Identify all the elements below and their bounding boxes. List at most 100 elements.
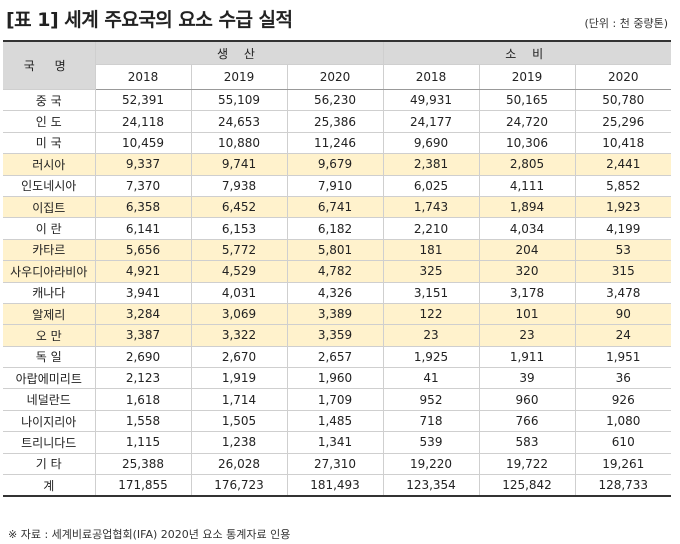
- production-value: 27,310: [286, 453, 384, 476]
- table-row: 나이지리아 1,558 1,505 1,485 718 766 1,080: [3, 410, 671, 433]
- consumption-header: 소 비: [382, 41, 671, 65]
- consumption-value: 1,923: [574, 196, 671, 219]
- consumption-value: 125,842: [478, 474, 576, 497]
- table-row: 알제리 3,284 3,069 3,389 122 101 90: [3, 303, 671, 326]
- urea-supply-table: 국 명 생 산 소 비 2018 2019 2020 2018 2019 202…: [3, 40, 671, 498]
- production-value: 1,714: [190, 388, 288, 411]
- table-row: 인도네시아 7,370 7,938 7,910 6,025 4,111 5,852: [3, 175, 671, 197]
- table-row: 인 도 24,118 24,653 25,386 24,177 24,720 25,296: [3, 110, 671, 133]
- consumption-value: 36: [574, 367, 671, 390]
- source-note: ※ 자료 : 세계비료공업협회(IFA) 2020년 요소 통계자료 인용: [8, 528, 291, 541]
- consumption-value: 122: [382, 303, 480, 326]
- consumption-value: 718: [382, 410, 480, 433]
- production-value: 1,960: [286, 367, 384, 390]
- year-header: 2018: [382, 64, 480, 90]
- table-row: 이집트 6,358 6,452 6,741 1,743 1,894 1,923: [3, 196, 671, 219]
- production-value: 2,690: [94, 346, 192, 369]
- header-row-groups: 국 명 생 산 소 비: [3, 41, 671, 90]
- consumption-value: 960: [478, 388, 576, 411]
- consumption-value: 1,925: [382, 346, 480, 369]
- consumption-value: 2,210: [382, 217, 480, 240]
- production-value: 25,386: [286, 110, 384, 133]
- consumption-value: 3,178: [478, 282, 576, 304]
- consumption-value: 49,931: [382, 89, 480, 112]
- consumption-value: 23: [382, 324, 480, 347]
- production-value: 171,855: [94, 474, 192, 497]
- production-value: 5,801: [286, 239, 384, 262]
- table-row: 사우디아라비아 4,921 4,529 4,782 325 320 315: [3, 260, 671, 283]
- production-value: 4,921: [94, 260, 192, 283]
- consumption-value: 50,780: [574, 89, 671, 112]
- production-value: 6,741: [286, 196, 384, 219]
- consumption-value: 2,381: [382, 153, 480, 176]
- country-name: 독 일: [3, 346, 96, 369]
- table-row: 러시아 9,337 9,741 9,679 2,381 2,805 2,441: [3, 153, 671, 176]
- country-name: 나이지리아: [3, 410, 96, 433]
- production-value: 5,772: [190, 239, 288, 262]
- consumption-value: 3,151: [382, 282, 480, 304]
- country-name: 네덜란드: [3, 388, 96, 411]
- production-header: 생 산: [94, 41, 384, 65]
- production-value: 6,452: [190, 196, 288, 219]
- production-value: 10,880: [190, 132, 288, 155]
- production-value: 3,387: [94, 324, 192, 347]
- consumption-value: 128,733: [574, 474, 671, 497]
- consumption-value: 181: [382, 239, 480, 262]
- country-name: 이집트: [3, 196, 96, 219]
- country-name: 사우디아라비아: [3, 260, 96, 283]
- table-row: 네덜란드 1,618 1,714 1,709 952 960 926: [3, 388, 671, 411]
- production-value: 2,123: [94, 367, 192, 390]
- country-name: 인 도: [3, 110, 96, 133]
- production-value: 7,910: [286, 175, 384, 197]
- consumption-value: 539: [382, 431, 480, 454]
- production-value: 6,182: [286, 217, 384, 240]
- country-name: 오 만: [3, 324, 96, 347]
- consumption-value: 610: [574, 431, 671, 454]
- production-value: 2,670: [190, 346, 288, 369]
- consumption-value: 23: [478, 324, 576, 347]
- production-value: 26,028: [190, 453, 288, 476]
- consumption-value: 19,261: [574, 453, 671, 476]
- consumption-value: 2,441: [574, 153, 671, 176]
- consumption-value: 19,220: [382, 453, 480, 476]
- year-header: 2019: [190, 64, 288, 90]
- country-name: 카타르: [3, 239, 96, 262]
- table-row: 미 국 10,459 10,880 11,246 9,690 10,306 10,418: [3, 132, 671, 155]
- consumption-value: 4,034: [478, 217, 576, 240]
- consumption-value: 2,805: [478, 153, 576, 176]
- table-row: 카타르 5,656 5,772 5,801 181 204 53: [3, 239, 671, 262]
- consumption-value: 24,720: [478, 110, 576, 133]
- consumption-value: 123,354: [382, 474, 480, 497]
- production-value: 3,941: [94, 282, 192, 304]
- production-value: 181,493: [286, 474, 384, 497]
- consumption-value: 25,296: [574, 110, 671, 133]
- consumption-value: 1,894: [478, 196, 576, 219]
- production-value: 6,141: [94, 217, 192, 240]
- year-header: 2019: [478, 64, 576, 90]
- table-title: [표 1] 세계 주요국의 요소 수급 실적: [6, 9, 293, 31]
- production-value: 1,238: [190, 431, 288, 454]
- year-header: 2020: [574, 64, 671, 90]
- consumption-value: 39: [478, 367, 576, 390]
- consumption-value: 204: [478, 239, 576, 262]
- production-value: 24,653: [190, 110, 288, 133]
- consumption-value: 1,080: [574, 410, 671, 433]
- unit-note: (단위 : 천 중량톤): [584, 17, 669, 30]
- consumption-value: 90: [574, 303, 671, 326]
- table-row: 오 만 3,387 3,322 3,359 23 23 24: [3, 324, 671, 347]
- consumption-value: 766: [478, 410, 576, 433]
- header-row-years: 2018 2019 2020 2018 2019 2020: [3, 64, 671, 90]
- table-row: 기 타 25,388 26,028 27,310 19,220 19,722 19,261: [3, 453, 671, 476]
- country-name: 이 란: [3, 217, 96, 240]
- consumption-value: 320: [478, 260, 576, 283]
- production-value: 5,656: [94, 239, 192, 262]
- consumption-value: 952: [382, 388, 480, 411]
- production-value: 7,370: [94, 175, 192, 197]
- production-value: 10,459: [94, 132, 192, 155]
- production-value: 6,153: [190, 217, 288, 240]
- production-value: 176,723: [190, 474, 288, 497]
- production-value: 3,284: [94, 303, 192, 326]
- country-name: 미 국: [3, 132, 96, 155]
- consumption-value: 6,025: [382, 175, 480, 197]
- consumption-value: 9,690: [382, 132, 480, 155]
